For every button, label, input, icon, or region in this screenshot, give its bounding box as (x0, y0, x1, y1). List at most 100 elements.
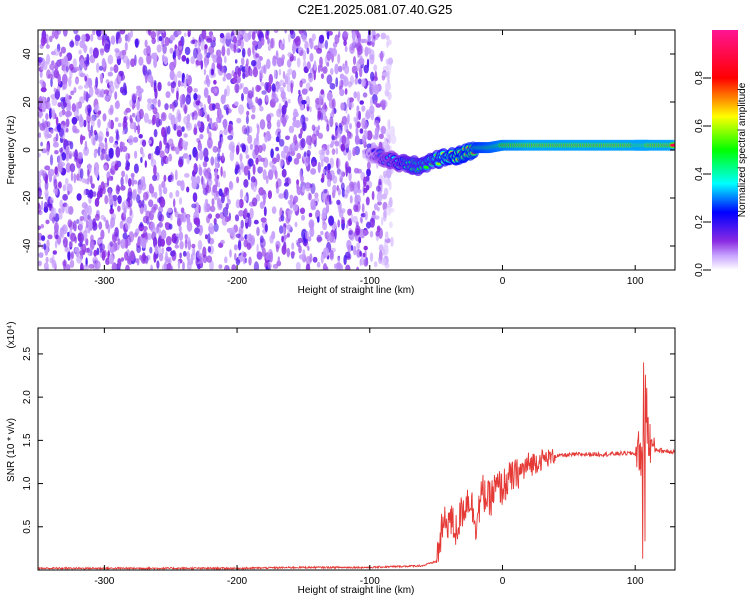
noise-blob (203, 202, 208, 213)
noise-blob (168, 112, 173, 120)
noise-blob (256, 132, 259, 142)
noise-blob (261, 90, 267, 95)
noise-blob (86, 112, 91, 124)
noise-blob (281, 54, 286, 61)
noise-blob (161, 247, 165, 255)
noise-blob (306, 149, 311, 157)
noise-blob (209, 226, 215, 235)
noise-blob (184, 238, 188, 249)
noise-blob (75, 102, 79, 113)
noise-blob (81, 34, 87, 42)
noise-blob (246, 125, 250, 136)
noise-blob (255, 84, 261, 93)
noise-blob (240, 219, 244, 229)
noise-blob (84, 178, 89, 185)
noise-blob (305, 95, 311, 107)
noise-blob (169, 61, 176, 71)
noise-blob (162, 30, 165, 34)
noise-blob (176, 30, 182, 36)
noise-blob (236, 117, 242, 124)
noise-blob (154, 111, 160, 122)
noise-blob (180, 213, 184, 222)
noise-blob (71, 103, 77, 113)
noise-blob (337, 256, 341, 265)
noise-blob (159, 140, 162, 151)
noise-blob (38, 203, 42, 214)
noise-blob (289, 144, 293, 155)
noise-blob (325, 203, 330, 214)
noise-blob (193, 114, 198, 121)
noise-blob (179, 94, 186, 105)
noise-blob (104, 43, 110, 53)
noise-blob (288, 125, 295, 134)
noise-blob (369, 54, 375, 65)
noise-blob (326, 74, 333, 85)
noise-blob (331, 98, 336, 110)
noise-blob (113, 64, 119, 73)
noise-blob (342, 63, 345, 71)
noise-blob (220, 94, 226, 105)
noise-blob (148, 199, 154, 208)
noise-blob (138, 91, 142, 102)
noise-blob (165, 156, 169, 165)
noise-blob (317, 125, 321, 131)
x-tick-label: -300 (94, 576, 114, 587)
figure-title: C2E1.2025.081.07.40.G25 (298, 2, 453, 17)
noise-blob (331, 135, 336, 141)
colorbar-gradient (712, 30, 738, 270)
noise-blob (147, 101, 153, 112)
noise-blob (226, 191, 230, 202)
noise-blob (332, 184, 337, 194)
noise-blob (54, 166, 58, 176)
noise-blob (53, 87, 57, 93)
noise-blob (251, 31, 256, 41)
noise-blob (153, 236, 158, 248)
noise-blob (323, 247, 329, 258)
noise-blob (122, 200, 129, 209)
noise-blob (276, 57, 283, 68)
noise-blob (195, 150, 199, 162)
noise-blob (124, 41, 128, 52)
noise-blob (130, 172, 135, 178)
noise-blob (102, 113, 107, 122)
noise-blob (371, 190, 375, 201)
noise-blob (258, 144, 263, 154)
noise-blob (208, 45, 215, 55)
noise-blob (221, 45, 226, 57)
noise-blob (299, 117, 303, 128)
snr-y-ticks: 0.5 1.0 1.5 2.0 2.5 (22, 347, 675, 534)
noise-blob (109, 208, 114, 215)
noise-blob (299, 80, 303, 88)
noise-blob (144, 258, 149, 265)
noise-blob (40, 224, 45, 229)
noise-blob (347, 244, 352, 253)
noise-blob (241, 125, 247, 135)
noise-blob (358, 110, 361, 121)
noise-blob (253, 261, 259, 270)
noise-blob (158, 221, 163, 228)
noise-blob (257, 98, 263, 106)
noise-blob (326, 62, 330, 67)
noise-blob (102, 186, 106, 195)
noise-blob (194, 227, 200, 235)
noise-blob (160, 112, 167, 122)
spectrogram-y-ticks: -40 -20 0 20 40 (22, 48, 675, 253)
noise-blob (199, 149, 204, 161)
colorbar: 0.0 0.2 0.4 0.6 0.8 Normalized spectral ampl… (694, 30, 748, 277)
noise-blob (243, 208, 248, 219)
noise-blob (359, 216, 363, 223)
noise-blob (382, 210, 387, 222)
noise-blob (163, 174, 167, 182)
noise-blob (281, 244, 287, 255)
noise-blob (125, 160, 130, 171)
noise-blob (143, 203, 147, 213)
noise-blob (374, 126, 379, 138)
noise-blob (226, 72, 232, 80)
noise-blob (254, 144, 260, 156)
noise-blob (352, 147, 356, 157)
noise-blob (74, 66, 81, 72)
noise-blob (295, 35, 301, 47)
noise-blob (226, 47, 231, 56)
noise-blob (388, 197, 393, 208)
noise-blob (319, 65, 323, 72)
